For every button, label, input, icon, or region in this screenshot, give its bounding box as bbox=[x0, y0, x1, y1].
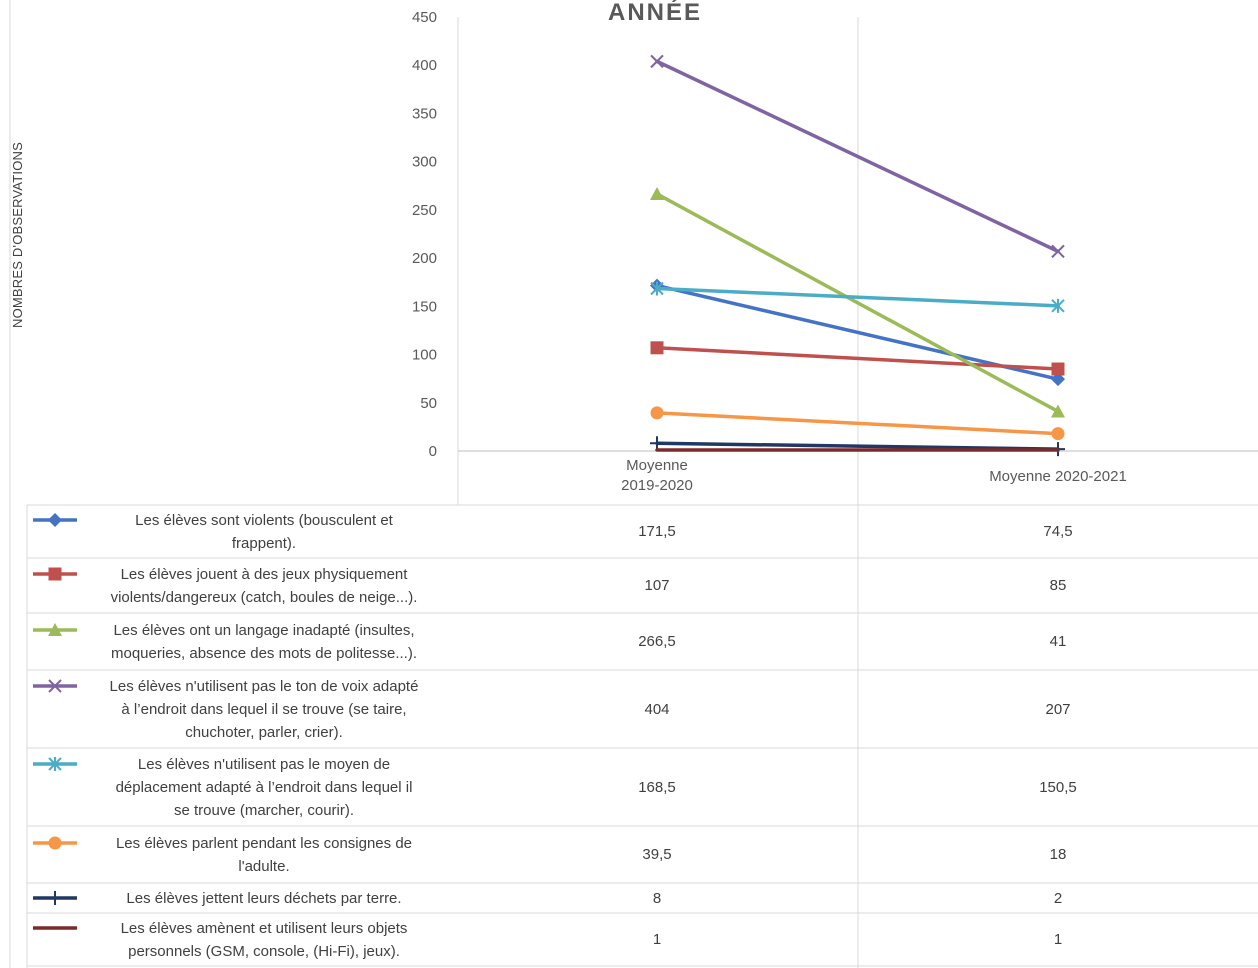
legend-key bbox=[33, 836, 77, 850]
table-value-cell: 2 bbox=[1053, 889, 1063, 907]
series-line bbox=[655, 441, 1060, 451]
y-tick-label: 350 bbox=[412, 105, 437, 122]
series-group bbox=[650, 186, 1065, 418]
series-label: Les élèves ont un langage inadapté (insu… bbox=[111, 621, 417, 662]
data-point-marker bbox=[48, 513, 62, 527]
table-value-cell: 266,5 bbox=[638, 633, 676, 650]
table-value-cell: 39,5 bbox=[642, 846, 672, 863]
x-category-label: Moyenne 2019-2020 bbox=[621, 457, 693, 494]
table-value-cell: 150,5 bbox=[1039, 778, 1077, 796]
table-value-cell: 171,5 bbox=[638, 523, 676, 540]
series-group bbox=[650, 281, 1065, 313]
series-line bbox=[655, 346, 1060, 371]
data-point-marker bbox=[48, 836, 62, 850]
y-tick-label: 100 bbox=[412, 347, 437, 364]
y-tick-label: 0 bbox=[429, 443, 437, 460]
series-label: Les élèves parlent pendant les consignes… bbox=[115, 834, 413, 875]
y-tick-label: 250 bbox=[412, 202, 437, 219]
series-line bbox=[655, 192, 1060, 414]
data-point-marker bbox=[48, 891, 62, 905]
data-point-marker bbox=[650, 406, 664, 420]
series-label: Les élèves n'utilisent pas le ton de voi… bbox=[109, 677, 419, 741]
data-point-marker bbox=[650, 436, 664, 451]
legend-key bbox=[33, 679, 77, 693]
y-tick-label: 150 bbox=[412, 298, 437, 315]
data-point-marker bbox=[1051, 244, 1065, 259]
legend-key bbox=[33, 757, 77, 771]
table-value-cell: 207 bbox=[1045, 700, 1071, 718]
series-label: Les élèves n'utilisent pas le moyen de d… bbox=[115, 755, 413, 819]
y-tick-label: 450 bbox=[412, 9, 437, 26]
data-point-marker bbox=[48, 567, 62, 581]
series-line bbox=[655, 283, 1060, 381]
series-group bbox=[650, 54, 1065, 259]
y-axis-title: NOMBRES D'OBSERVATIONS bbox=[10, 142, 25, 328]
y-tick-label: 300 bbox=[412, 154, 437, 171]
data-point-marker bbox=[650, 341, 664, 355]
legend-key bbox=[33, 567, 77, 581]
table-value-cell: 18 bbox=[1049, 846, 1067, 863]
table-value-cell: 1 bbox=[652, 931, 662, 948]
y-tick-label: 400 bbox=[412, 57, 437, 74]
y-tick-label: 200 bbox=[412, 250, 437, 267]
legend-key bbox=[33, 891, 77, 905]
series-label: Les élèves amènent et utilisent leurs ob… bbox=[120, 919, 408, 960]
legend-key bbox=[33, 623, 77, 636]
data-point-marker bbox=[650, 54, 664, 69]
series-line bbox=[655, 286, 1060, 308]
data-point-marker bbox=[650, 281, 664, 296]
y-tick-label: 50 bbox=[420, 395, 437, 412]
series-label: Les élèves jettent leurs déchets par ter… bbox=[126, 889, 402, 907]
table-value-cell: 85 bbox=[1049, 577, 1067, 594]
data-point-marker bbox=[1051, 404, 1065, 418]
series-label: Les élèves jouent à des jeux physiquemen… bbox=[110, 565, 418, 606]
data-point-marker bbox=[1051, 427, 1065, 441]
data-point-marker bbox=[1051, 362, 1065, 376]
series-layer bbox=[650, 54, 1065, 457]
data-point-marker bbox=[48, 679, 62, 693]
series-group bbox=[650, 341, 1065, 376]
axis-layer: 0 50 100 150 200 250 300 350 400 450 bbox=[412, 9, 1258, 460]
data-point-marker bbox=[1051, 372, 1065, 387]
series-line bbox=[655, 411, 1060, 436]
legend-key bbox=[33, 513, 77, 527]
table-value-cell: 74,5 bbox=[1043, 523, 1073, 540]
table-value-cell: 1 bbox=[1053, 931, 1063, 948]
data-point-marker bbox=[48, 623, 62, 636]
table-value-cell: 107 bbox=[644, 577, 670, 594]
x-category-label: Moyenne 2020-2021 bbox=[989, 468, 1127, 485]
table-value-cell: 8 bbox=[652, 889, 662, 907]
series-line bbox=[655, 59, 1060, 254]
data-point-marker bbox=[48, 757, 62, 771]
data-point-marker bbox=[1051, 298, 1065, 313]
data-point-marker bbox=[650, 186, 664, 200]
series-label: Les élèves sont violents (bousculent et … bbox=[135, 511, 393, 552]
table-value-cell: 168,5 bbox=[638, 778, 676, 796]
table-value-cell: 41 bbox=[1049, 633, 1067, 650]
table-value-cell: 404 bbox=[644, 700, 670, 718]
data-table-grid bbox=[26, 504, 1258, 968]
series-group bbox=[650, 406, 1065, 441]
chart-title: ANNÉE bbox=[608, 0, 702, 26]
